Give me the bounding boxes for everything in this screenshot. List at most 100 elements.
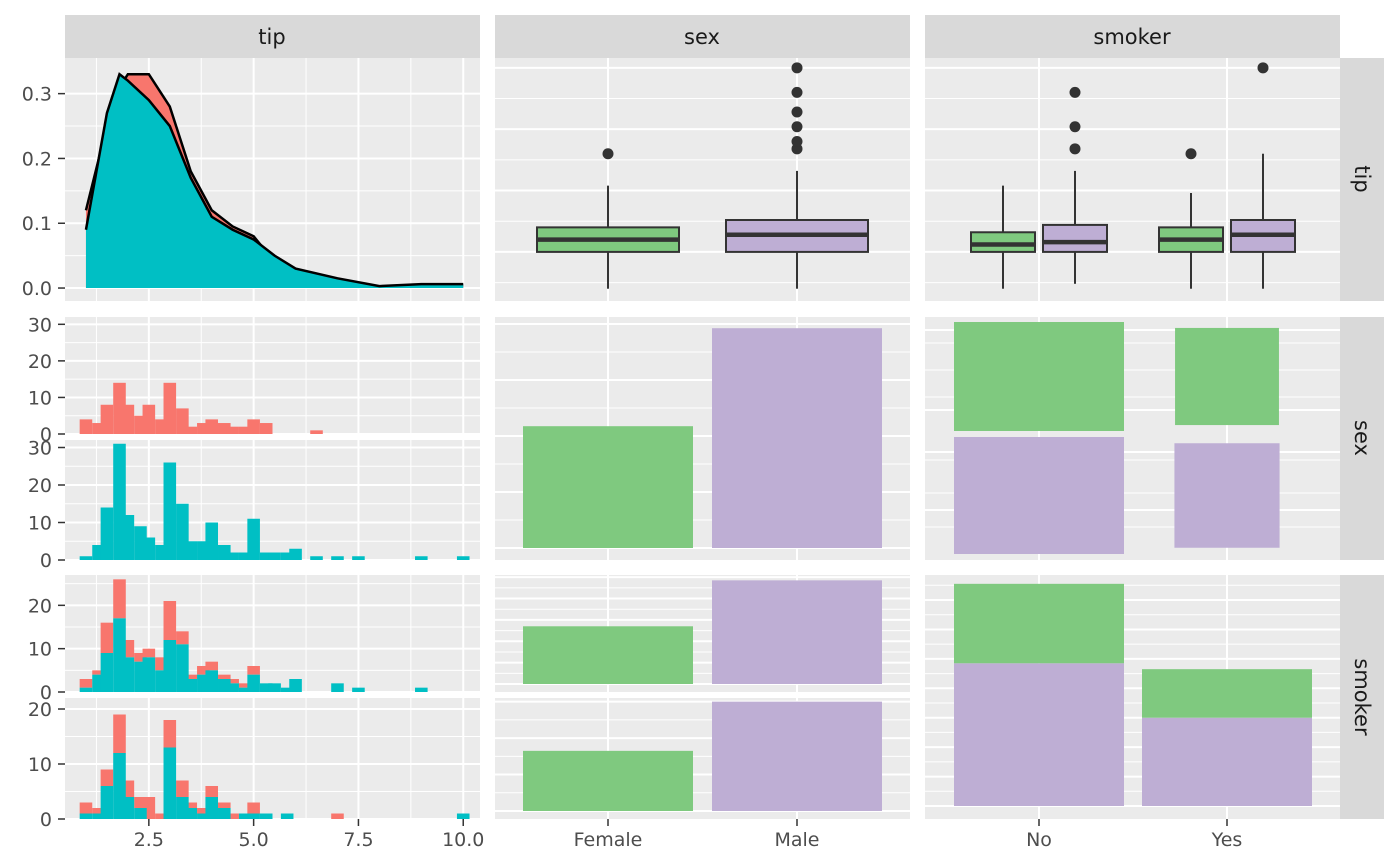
hist-no-bar-male-16 xyxy=(247,674,260,692)
strip-label-sex-column: sex xyxy=(684,25,720,49)
hist-male-bar-male-20 xyxy=(289,548,302,560)
hist-yes-bar-male-5 xyxy=(134,808,147,819)
panel-tip-hist-nonsmoker xyxy=(65,575,480,693)
bar-no-male xyxy=(712,580,882,684)
boxplot-male-outlier-2 xyxy=(791,121,803,133)
hist-yes-bar-male-11 xyxy=(197,813,210,819)
hist-yes-bar-male-24 xyxy=(456,813,470,819)
stack-male-no xyxy=(954,663,1124,806)
bar-yes-female xyxy=(523,750,693,811)
hist-yes-bar-male-2 xyxy=(100,786,114,819)
tile-female-yes xyxy=(1175,327,1279,426)
hist-yes-bar-male-12 xyxy=(205,797,219,819)
hist-no-bar-male-10 xyxy=(184,679,198,692)
hist-yes-y-tick-label-1: 10 xyxy=(28,754,52,776)
density-y-tick-label-0: 0.0 xyxy=(22,278,52,300)
bar-no-female xyxy=(523,626,693,684)
hist-yes-bar-male-4 xyxy=(121,797,135,819)
panel-tip-density xyxy=(65,58,480,301)
hist-yes-bar-male-13 xyxy=(218,808,231,819)
hist-female-bar-female-15 xyxy=(238,426,252,434)
boxplot-male-outlier-4 xyxy=(791,86,803,98)
hist-yes-bar-female-12 xyxy=(205,786,219,797)
density-y-tick-label-2: 0.2 xyxy=(22,148,52,170)
hist-yes-y-tick-label-2: 20 xyxy=(28,699,52,721)
hist-male-bar-male-18 xyxy=(268,552,281,560)
boxplot-no-1-outlier-0 xyxy=(1069,143,1081,155)
panel-sex-tip-boxplot-background xyxy=(495,58,910,301)
hist-no-bar-male-15 xyxy=(238,687,252,692)
hist-yes-bar-male-10 xyxy=(184,808,198,819)
hist-female-y-tick-label-1: 10 xyxy=(28,387,52,409)
tip-x-tick-label-3: 10.0 xyxy=(442,829,484,851)
tip-x-tick-label-2: 7.5 xyxy=(343,829,373,851)
boxplot-yes-1-outlier-0 xyxy=(1257,62,1269,74)
stack-male-yes xyxy=(1142,717,1312,806)
hist-female-bar-female-17 xyxy=(259,423,273,434)
hist-male-bar-male-19 xyxy=(280,552,294,560)
panel-sex-smoker-mosaic xyxy=(925,317,1340,560)
hist-female-bar-female-14 xyxy=(226,426,239,434)
hist-no-bar-female-2 xyxy=(100,622,114,653)
boxplot-no-0-box xyxy=(970,231,1036,253)
hist-male-bar-male-6 xyxy=(142,537,156,560)
boxplot-male-outlier-5 xyxy=(791,62,803,74)
hist-yes-bar-female-8 xyxy=(163,720,177,748)
hist-female-bar-female-1 xyxy=(92,423,105,434)
hist-yes-bar-male-8 xyxy=(163,747,177,819)
hist-no-bar-female-0 xyxy=(79,679,93,688)
panel-tip-hist-male xyxy=(65,440,480,561)
hist-female-bar-female-13 xyxy=(218,423,231,434)
hist-male-bar-male-2 xyxy=(100,507,114,560)
hist-no-bar-female-12 xyxy=(205,661,219,671)
hist-male-y-tick-label-1: 10 xyxy=(28,513,52,535)
hist-yes-bar-male-1 xyxy=(92,813,105,819)
hist-no-bar-female-16 xyxy=(247,666,260,675)
hist-no-bar-male-17 xyxy=(259,683,273,692)
panel-sex-tip-boxplot xyxy=(495,58,910,301)
hist-female-bar-female-6 xyxy=(142,404,156,434)
hist-yes-bar-female-13 xyxy=(218,802,231,808)
strip-label-tip-row: tip xyxy=(1350,165,1374,192)
bar-male xyxy=(712,328,882,548)
hist-male-bar-male-10 xyxy=(184,541,198,560)
hist-yes-bar-female-5 xyxy=(134,797,147,808)
hist-female-y-tick-label-2: 20 xyxy=(28,351,52,373)
hist-no-bar-male-23 xyxy=(415,687,428,692)
panel-smoker-smoker-stacked xyxy=(925,575,1340,819)
boxplot-no-1-outlier-2 xyxy=(1069,86,1081,98)
panel-smoker-tip-boxplot-background xyxy=(925,58,1340,301)
sex-x-tick-label-1: Male xyxy=(774,829,819,851)
hist-male-y-tick-label-2: 20 xyxy=(28,475,52,497)
hist-male-bar-male-21 xyxy=(310,556,323,560)
hist-yes-bar-female-11 xyxy=(197,808,210,814)
density-y-tick-label-3: 0.3 xyxy=(22,84,52,106)
hist-male-bar-male-17 xyxy=(259,552,273,560)
hist-male-bar-male-15 xyxy=(238,552,252,560)
hist-yes-bar-female-7 xyxy=(155,813,168,819)
hist-male-bar-male-0 xyxy=(79,556,93,560)
panel-tip-hist-smoker xyxy=(65,698,480,820)
hist-female-bar-female-8 xyxy=(163,382,177,434)
hist-no-bar-female-1 xyxy=(92,670,105,675)
boxplot-male-outlier-3 xyxy=(791,106,803,118)
hist-female-y-tick-label-0: 0 xyxy=(40,424,52,446)
hist-male-bar-male-16 xyxy=(247,518,260,560)
hist-male-bar-male-12 xyxy=(205,522,219,560)
hist-female-bar-female-16 xyxy=(247,419,260,434)
hist-no-bar-male-20 xyxy=(289,679,302,692)
hist-no-bar-male-4 xyxy=(121,657,135,692)
hist-no-bar-male-18 xyxy=(268,683,281,692)
hist-male-bar-male-8 xyxy=(163,462,177,560)
stack-female-yes xyxy=(1142,669,1312,718)
hist-no-y-tick-label-1: 10 xyxy=(28,639,52,661)
bar-female xyxy=(523,426,693,548)
hist-no-bar-female-9 xyxy=(176,631,189,645)
tile-male-yes xyxy=(1174,443,1280,548)
hist-yes-y-tick-label-0: 0 xyxy=(40,809,52,831)
hist-male-bar-male-25 xyxy=(456,556,470,560)
hist-no-bar-male-6 xyxy=(142,657,156,692)
hist-no-bar-male-8 xyxy=(163,640,177,692)
